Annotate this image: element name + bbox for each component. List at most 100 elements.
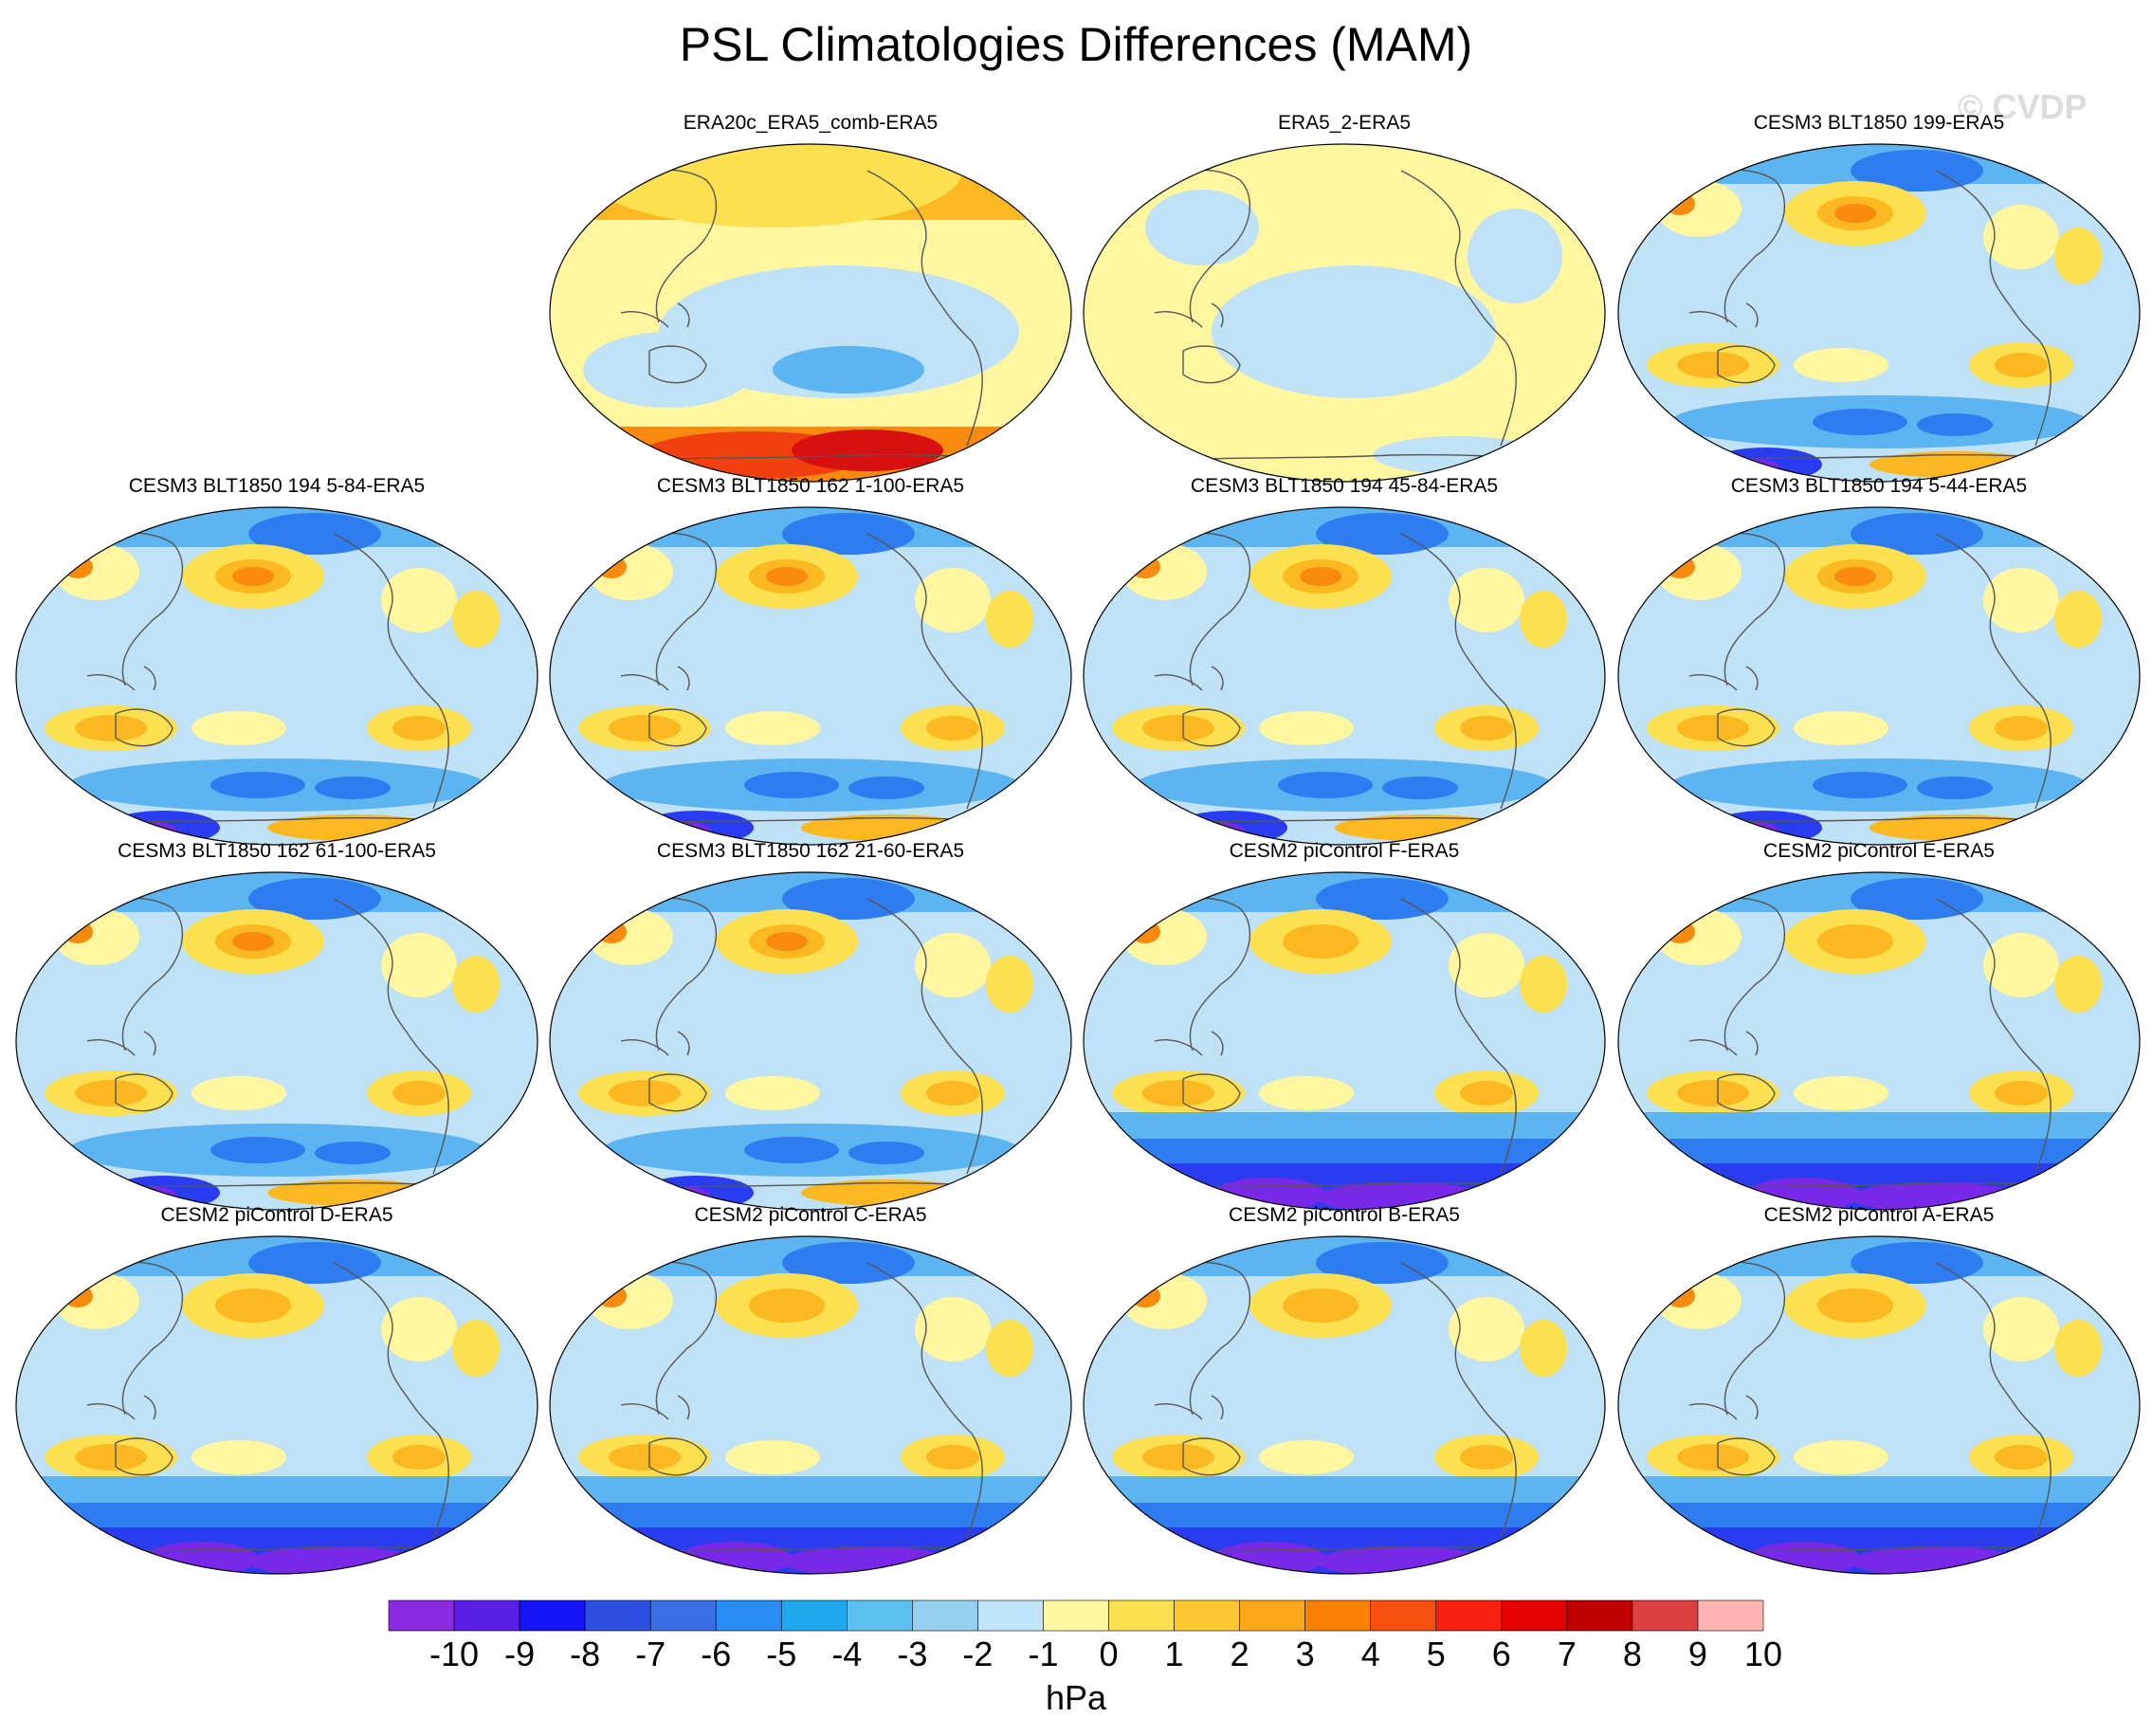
colorbar-segment bbox=[519, 1599, 586, 1632]
coastline bbox=[866, 170, 944, 309]
contour-band bbox=[16, 1503, 538, 1527]
contour-region bbox=[2054, 228, 2102, 284]
coastline bbox=[1211, 1031, 1224, 1056]
colorbar-tick-label: 1 bbox=[1164, 1635, 1184, 1673]
coastline bbox=[143, 1031, 156, 1056]
contour-region bbox=[986, 956, 1033, 1013]
contour-region bbox=[2054, 591, 2102, 648]
contour-region bbox=[452, 1320, 500, 1377]
coastline bbox=[333, 898, 410, 1037]
contour-region bbox=[915, 1297, 991, 1361]
colorbar-segment bbox=[1239, 1599, 1305, 1632]
contour-region bbox=[1460, 716, 1513, 740]
map-border bbox=[1083, 871, 1606, 1211]
contour-region bbox=[248, 513, 381, 555]
contour-region bbox=[609, 715, 681, 741]
contour-region bbox=[792, 429, 943, 471]
contour-region bbox=[1122, 543, 1207, 600]
panel-title: ERA20c_ERA5_comb-ERA5 bbox=[683, 112, 939, 134]
colorbar-tick-label: -9 bbox=[504, 1635, 536, 1673]
contour-region bbox=[1677, 1444, 1749, 1471]
map-border bbox=[549, 1235, 1072, 1575]
contour-region bbox=[1917, 413, 1993, 436]
coastline bbox=[1154, 1403, 1203, 1420]
coastline bbox=[1400, 533, 1478, 672]
southern-ocean-negative-band bbox=[1618, 1476, 2140, 1503]
colorbar-tick-label: -3 bbox=[897, 1635, 928, 1673]
contour-region bbox=[848, 777, 924, 799]
map-panel bbox=[1617, 143, 2141, 483]
colorbar-tick-label: 5 bbox=[1426, 1635, 1446, 1673]
contour-region bbox=[1851, 878, 1983, 920]
coastline bbox=[1476, 1035, 1517, 1175]
coastline bbox=[648, 345, 707, 384]
contour-region bbox=[381, 1297, 457, 1361]
map-border bbox=[1083, 1235, 1606, 1575]
contour-region bbox=[315, 1142, 391, 1164]
coastline bbox=[115, 708, 173, 747]
map-border bbox=[1617, 1235, 2141, 1575]
contour-region bbox=[191, 1076, 286, 1110]
contour-region bbox=[1278, 772, 1373, 798]
map-panel bbox=[1083, 1235, 1606, 1575]
coastline bbox=[648, 1437, 707, 1476]
contour-region bbox=[926, 1445, 979, 1470]
contour-region bbox=[1983, 933, 2059, 997]
coastline bbox=[1211, 302, 1224, 328]
coastline bbox=[942, 1035, 983, 1175]
contour-region bbox=[609, 1080, 681, 1106]
coastline bbox=[677, 1395, 690, 1420]
contour-region bbox=[725, 711, 820, 745]
contour-region bbox=[926, 716, 979, 740]
map-panel bbox=[1617, 1235, 2141, 1575]
coastline bbox=[866, 898, 944, 1037]
colorbar-units: hPa bbox=[1045, 1678, 1107, 1717]
contour-region bbox=[1142, 1080, 1214, 1106]
contour-region bbox=[1316, 513, 1449, 555]
southern-ocean-negative-band bbox=[1618, 1112, 2140, 1139]
map-border bbox=[1083, 506, 1606, 846]
southern-ocean-negative-band bbox=[1084, 1476, 1605, 1503]
contour-region bbox=[766, 567, 808, 586]
contour-region bbox=[210, 1137, 305, 1163]
contour-region bbox=[588, 543, 673, 600]
contour-region bbox=[1995, 353, 2048, 377]
contour-region bbox=[1382, 777, 1458, 799]
map-panel bbox=[15, 506, 538, 846]
contour-region bbox=[986, 591, 1033, 648]
contour-region bbox=[1851, 150, 1983, 192]
coastline bbox=[143, 1395, 156, 1420]
coastline bbox=[1154, 1039, 1203, 1056]
contour-region bbox=[1520, 956, 1567, 1013]
map-panel bbox=[1083, 506, 1606, 846]
contour-region bbox=[315, 777, 391, 799]
panel-title: CESM3 BLT1850 162 21-60-ERA5 bbox=[656, 840, 965, 862]
contour-region bbox=[1995, 1445, 2048, 1470]
contour-region bbox=[248, 1546, 419, 1574]
coastline bbox=[1745, 666, 1759, 691]
contour-region bbox=[75, 1444, 147, 1471]
colorbar-segment bbox=[1043, 1599, 1109, 1632]
coastline bbox=[677, 1031, 690, 1056]
contour-region bbox=[248, 878, 381, 920]
contour-region bbox=[1142, 1444, 1214, 1471]
colorbar-segment bbox=[715, 1599, 782, 1632]
contour-region bbox=[1460, 1081, 1513, 1106]
contour-region bbox=[782, 1546, 953, 1574]
coastline bbox=[677, 302, 690, 328]
map-panel bbox=[549, 871, 1072, 1211]
contour-region bbox=[452, 956, 500, 1013]
colorbar-segment bbox=[1174, 1599, 1240, 1632]
panel-title: CESM2 piControl C-ERA5 bbox=[694, 1204, 927, 1226]
contour-region bbox=[1834, 204, 1876, 223]
panel-title: ERA5_2-ERA5 bbox=[1277, 112, 1412, 134]
contour-region bbox=[54, 543, 139, 600]
contour-region bbox=[1677, 352, 1749, 378]
colorbar-tick-label: -2 bbox=[962, 1635, 994, 1673]
coastline bbox=[942, 670, 983, 810]
coastline bbox=[1745, 302, 1759, 328]
southern-ocean-negative-band bbox=[550, 1476, 1071, 1503]
contour-region bbox=[1983, 568, 2059, 632]
coastline bbox=[1688, 1039, 1738, 1056]
coastline bbox=[1717, 1437, 1776, 1476]
